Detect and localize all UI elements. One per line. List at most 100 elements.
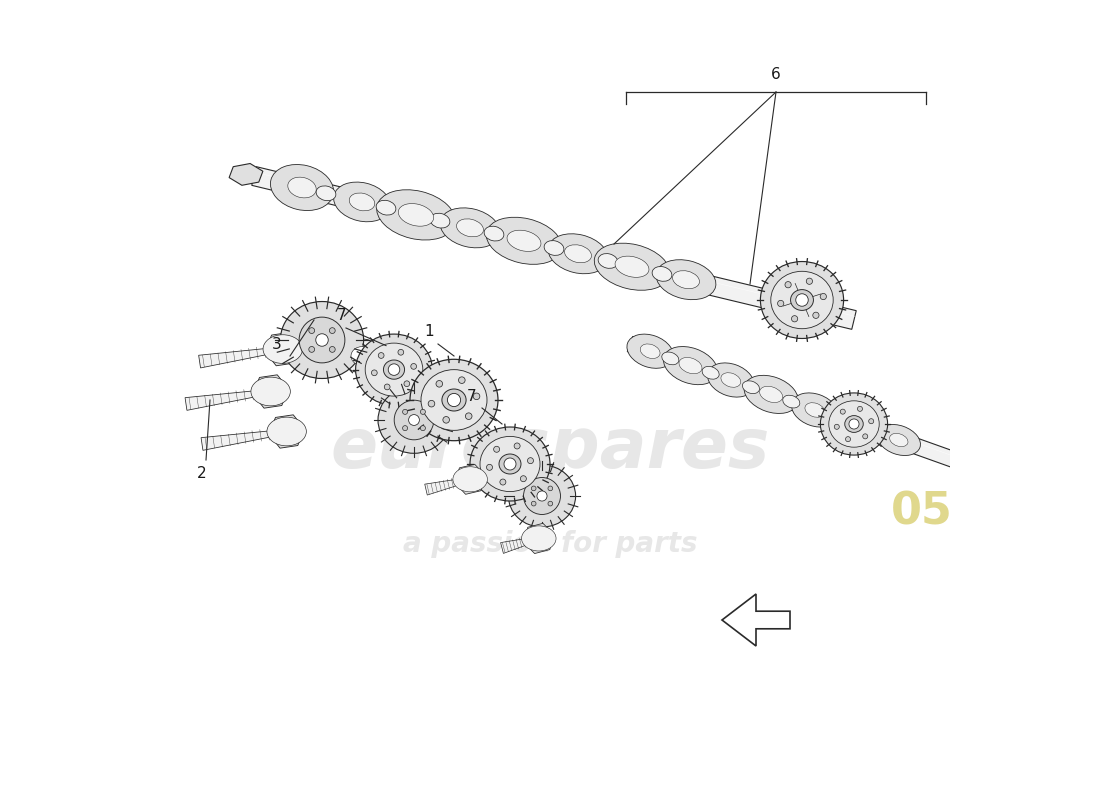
Ellipse shape: [640, 344, 660, 358]
Ellipse shape: [351, 346, 373, 366]
Circle shape: [316, 334, 328, 346]
Ellipse shape: [425, 378, 443, 394]
Ellipse shape: [442, 389, 466, 411]
Circle shape: [504, 458, 516, 470]
Ellipse shape: [783, 395, 800, 408]
Ellipse shape: [652, 266, 672, 282]
Circle shape: [388, 364, 399, 375]
Ellipse shape: [430, 214, 450, 228]
Circle shape: [821, 294, 826, 300]
Ellipse shape: [480, 437, 540, 491]
Ellipse shape: [456, 219, 484, 237]
Ellipse shape: [499, 454, 521, 474]
Ellipse shape: [288, 177, 316, 198]
Ellipse shape: [791, 290, 813, 310]
Circle shape: [420, 410, 426, 414]
Ellipse shape: [470, 427, 550, 501]
Ellipse shape: [342, 339, 382, 373]
Ellipse shape: [805, 402, 825, 418]
Circle shape: [486, 464, 493, 470]
Circle shape: [858, 406, 862, 411]
Circle shape: [443, 417, 450, 423]
Circle shape: [862, 434, 868, 439]
Polygon shape: [185, 389, 278, 410]
Ellipse shape: [663, 346, 717, 385]
Ellipse shape: [544, 241, 564, 255]
Ellipse shape: [521, 526, 556, 551]
Ellipse shape: [417, 370, 452, 401]
Ellipse shape: [867, 426, 883, 438]
Ellipse shape: [760, 262, 844, 338]
Ellipse shape: [508, 465, 575, 527]
Text: a passion for parts: a passion for parts: [403, 530, 697, 558]
Ellipse shape: [333, 182, 390, 222]
Ellipse shape: [316, 186, 336, 201]
Polygon shape: [252, 166, 856, 330]
Ellipse shape: [251, 377, 290, 406]
Circle shape: [329, 346, 336, 352]
Circle shape: [792, 316, 798, 322]
Ellipse shape: [615, 256, 649, 278]
Ellipse shape: [828, 406, 882, 443]
Polygon shape: [265, 333, 300, 366]
Circle shape: [398, 350, 404, 355]
Ellipse shape: [744, 375, 799, 414]
Ellipse shape: [845, 416, 864, 432]
Circle shape: [548, 502, 552, 506]
Polygon shape: [253, 375, 288, 408]
Circle shape: [410, 363, 417, 370]
Ellipse shape: [823, 410, 840, 422]
Circle shape: [465, 413, 472, 419]
Ellipse shape: [453, 466, 487, 492]
Ellipse shape: [594, 243, 670, 290]
Ellipse shape: [421, 370, 487, 430]
Circle shape: [403, 410, 408, 414]
Text: 7: 7: [466, 389, 476, 404]
Circle shape: [524, 478, 561, 514]
Ellipse shape: [679, 358, 702, 374]
Circle shape: [459, 377, 465, 383]
Ellipse shape: [548, 234, 608, 274]
Ellipse shape: [720, 373, 740, 387]
Circle shape: [309, 328, 315, 334]
Ellipse shape: [844, 416, 867, 433]
Ellipse shape: [662, 352, 679, 365]
Circle shape: [531, 502, 536, 506]
Circle shape: [834, 424, 839, 430]
Circle shape: [514, 443, 520, 449]
Ellipse shape: [707, 363, 754, 397]
Circle shape: [806, 278, 813, 284]
Text: 1: 1: [425, 324, 435, 339]
Circle shape: [840, 409, 845, 414]
Polygon shape: [201, 429, 295, 450]
Circle shape: [384, 384, 390, 390]
Ellipse shape: [263, 334, 302, 363]
Circle shape: [494, 446, 499, 452]
Ellipse shape: [598, 254, 618, 268]
Ellipse shape: [378, 386, 450, 454]
Circle shape: [372, 370, 377, 376]
Circle shape: [849, 419, 859, 429]
Ellipse shape: [398, 203, 433, 226]
Circle shape: [528, 458, 534, 464]
Circle shape: [473, 393, 480, 400]
Circle shape: [378, 353, 384, 358]
Circle shape: [394, 400, 433, 440]
Polygon shape: [455, 464, 485, 494]
Ellipse shape: [384, 360, 405, 379]
Ellipse shape: [702, 366, 719, 379]
Circle shape: [329, 328, 336, 334]
Ellipse shape: [376, 200, 396, 215]
Circle shape: [299, 317, 345, 363]
Circle shape: [795, 294, 808, 306]
Polygon shape: [268, 415, 305, 448]
Ellipse shape: [877, 425, 921, 455]
Ellipse shape: [349, 193, 375, 211]
Polygon shape: [627, 337, 969, 471]
Text: 6: 6: [771, 67, 781, 82]
Ellipse shape: [507, 230, 541, 251]
Ellipse shape: [440, 208, 499, 248]
Polygon shape: [199, 346, 290, 368]
Circle shape: [520, 476, 527, 482]
Ellipse shape: [484, 226, 504, 241]
